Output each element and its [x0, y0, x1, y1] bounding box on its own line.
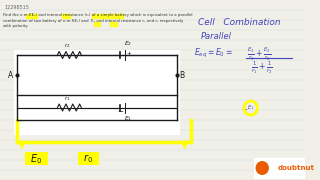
- Text: −: −: [117, 109, 123, 114]
- Text: $E_{eq}=E_0=$: $E_{eq}=E_0=$: [194, 47, 233, 60]
- Text: $E_0$: $E_0$: [30, 152, 42, 166]
- Text: doubtnut: doubtnut: [277, 165, 315, 171]
- Text: Find the e.m.f(E₀) and internal resistance (r₀) of a simple battery which is equ: Find the e.m.f(E₀) and internal resistan…: [3, 13, 192, 28]
- Text: 12298515: 12298515: [5, 5, 30, 10]
- Bar: [254, 158, 305, 179]
- Text: $\frac{E_1}{r_1}+\frac{E_2}{r_2}$: $\frac{E_1}{r_1}+\frac{E_2}{r_2}$: [247, 45, 271, 63]
- FancyBboxPatch shape: [77, 152, 99, 165]
- Bar: [26, 14, 37, 18]
- Text: $r_0$: $r_0$: [83, 153, 93, 165]
- FancyBboxPatch shape: [25, 152, 48, 165]
- Bar: [14, 50, 180, 135]
- Bar: [92, 14, 123, 18]
- Text: Cell   Combination: Cell Combination: [198, 18, 281, 27]
- Text: Parallel: Parallel: [201, 32, 232, 41]
- Circle shape: [256, 161, 269, 175]
- Text: $E_2$: $E_2$: [124, 39, 133, 48]
- Text: $r_2$: $r_2$: [64, 41, 70, 50]
- Text: +: +: [126, 51, 131, 55]
- Text: $\frac{1}{r_1}+\frac{1}{r_2}$: $\frac{1}{r_1}+\frac{1}{r_2}$: [251, 59, 273, 76]
- Text: $-$: $-$: [241, 105, 248, 111]
- Bar: [94, 22, 100, 26]
- Bar: [110, 22, 117, 26]
- Bar: [62, 14, 70, 18]
- Text: $E_1$: $E_1$: [247, 103, 254, 112]
- Text: $r_1$: $r_1$: [64, 94, 70, 102]
- Text: $E_1$: $E_1$: [124, 114, 133, 123]
- Text: B: B: [179, 71, 184, 80]
- Text: A: A: [8, 71, 13, 80]
